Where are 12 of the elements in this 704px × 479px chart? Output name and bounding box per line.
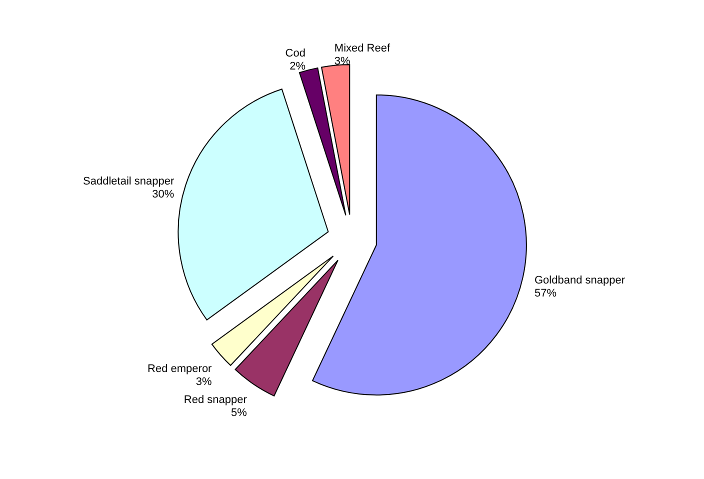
data-label: 57% [534,287,557,300]
slice-label: Saddletail snapper [83,176,174,188]
data-label: 2% [290,60,306,72]
data-label: 3% [334,55,351,68]
slice-label: Red snapper [184,394,248,406]
slice-label: Mixed Reef [334,42,391,54]
data-label: 3% [196,376,212,388]
data-label: 5% [230,407,248,420]
slice-label: Goldband snapper [534,274,626,286]
data-label: 30% [152,188,174,201]
slice-label: Red emperor [148,363,212,376]
slice-label: Cod [285,47,306,60]
